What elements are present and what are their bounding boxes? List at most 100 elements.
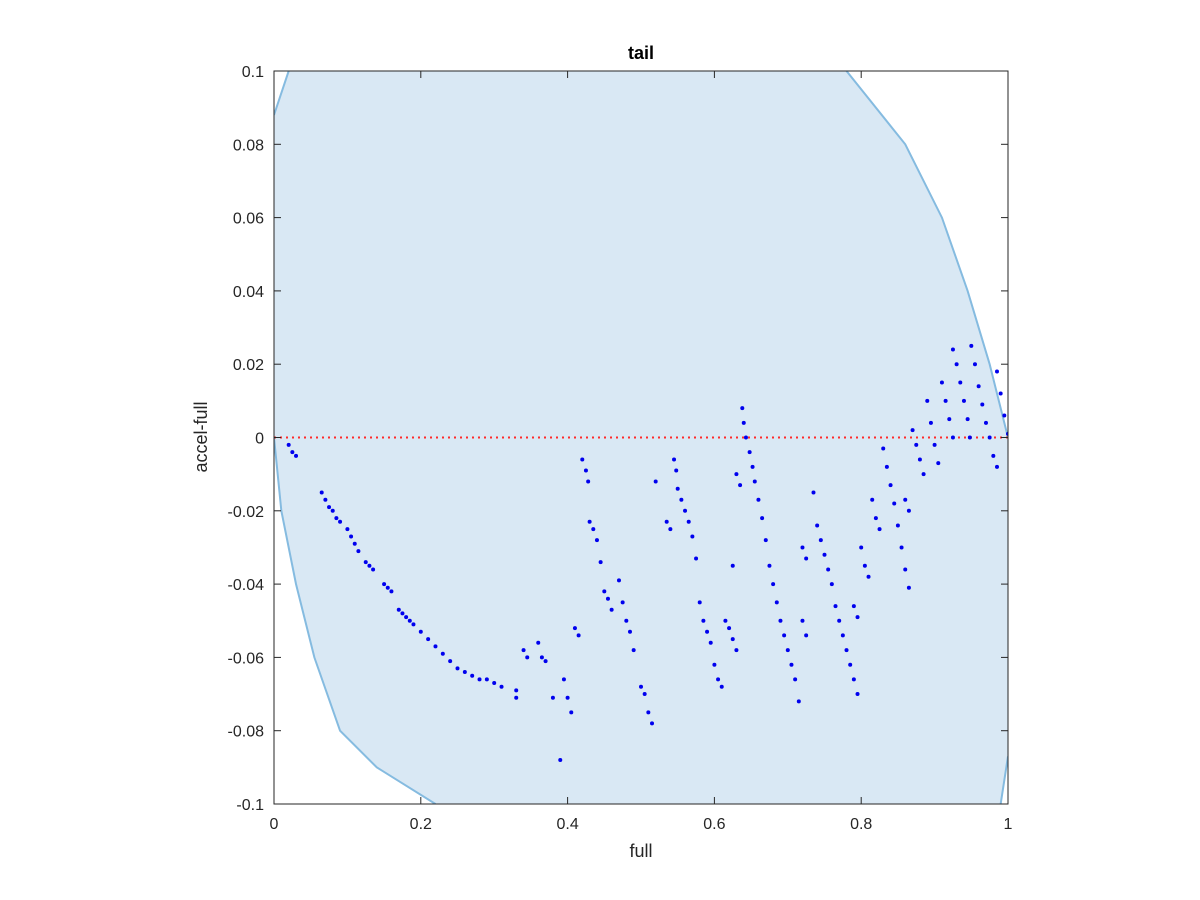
x-axis-ticks: 0 0.2 0.4 0.6 0.8 1 — [270, 71, 1013, 833]
data-point — [679, 497, 684, 502]
data-point — [811, 490, 816, 495]
data-point — [866, 574, 871, 579]
data-point — [804, 633, 809, 638]
data-point — [605, 596, 610, 601]
data-point — [774, 600, 779, 605]
data-point — [815, 523, 820, 528]
data-point — [586, 479, 591, 484]
data-point — [983, 420, 988, 425]
y-tick-label: 0.08 — [233, 137, 264, 154]
data-point — [616, 578, 621, 583]
data-point — [994, 369, 999, 374]
data-point — [653, 479, 658, 484]
region-edge-top-left — [274, 71, 290, 116]
data-point — [833, 604, 838, 609]
data-point — [848, 662, 853, 667]
data-point — [910, 428, 915, 433]
y-tick-label: 0 — [255, 431, 264, 448]
data-point — [462, 670, 467, 675]
data-point — [627, 629, 632, 634]
data-point — [382, 582, 387, 587]
data-point — [525, 655, 530, 660]
data-point — [536, 640, 541, 645]
data-point — [631, 648, 636, 653]
x-tick-label: 0 — [270, 816, 279, 833]
chart-title: tail — [628, 43, 654, 63]
data-point — [400, 611, 405, 616]
data-point — [455, 666, 460, 671]
data-point — [664, 519, 669, 524]
data-point — [903, 497, 908, 502]
data-point — [743, 435, 748, 440]
data-point — [727, 626, 732, 631]
data-point — [943, 398, 948, 403]
data-point — [734, 472, 739, 477]
data-point — [338, 519, 343, 524]
data-point — [624, 618, 629, 623]
data-point — [800, 618, 805, 623]
data-point — [418, 629, 423, 634]
data-point — [844, 648, 849, 653]
data-point — [675, 486, 680, 491]
data-point — [646, 710, 651, 715]
data-point — [349, 534, 354, 539]
data-point — [998, 391, 1003, 396]
data-point — [587, 519, 592, 524]
data-point — [965, 417, 970, 422]
data-point — [785, 648, 790, 653]
data-point — [958, 380, 963, 385]
data-point — [738, 483, 743, 488]
data-point — [620, 600, 625, 605]
data-point — [906, 585, 911, 590]
data-point — [286, 442, 291, 447]
data-point — [411, 622, 416, 627]
y-tick-label: 0.06 — [233, 211, 264, 228]
data-point — [514, 695, 519, 700]
x-tick-label: 0.6 — [703, 816, 725, 833]
data-point — [594, 538, 599, 543]
data-point — [939, 380, 944, 385]
data-point — [558, 758, 563, 763]
data-point — [862, 563, 867, 568]
data-point — [917, 457, 922, 462]
data-point — [778, 618, 783, 623]
y-tick-label: 0.04 — [233, 284, 264, 301]
y-axis-label: accel-full — [191, 401, 211, 472]
data-point — [404, 615, 409, 620]
data-point — [345, 527, 350, 532]
data-point — [609, 607, 614, 612]
data-point — [668, 527, 673, 532]
data-point — [719, 684, 724, 689]
data-point — [892, 501, 897, 506]
data-point — [976, 384, 981, 389]
data-point — [371, 567, 376, 572]
data-point — [591, 527, 596, 532]
region-edge-top-right — [845, 71, 1008, 438]
data-point — [950, 347, 955, 352]
data-point — [1002, 413, 1007, 418]
data-point — [543, 659, 548, 664]
data-point — [598, 560, 603, 565]
data-point — [580, 457, 585, 462]
data-point — [855, 615, 860, 620]
data-point — [793, 677, 798, 682]
data-point — [440, 651, 445, 656]
data-point — [837, 618, 842, 623]
y-tick-label: -0.06 — [228, 650, 265, 667]
data-point — [903, 567, 908, 572]
data-point — [961, 398, 966, 403]
data-point — [859, 545, 864, 550]
data-point — [760, 516, 765, 521]
data-point — [389, 589, 394, 594]
data-point — [514, 688, 519, 693]
y-tick-label: 0.1 — [242, 64, 264, 81]
data-point — [914, 442, 919, 447]
x-tick-label: 1 — [1004, 816, 1013, 833]
data-point — [576, 633, 581, 638]
data-point — [804, 556, 809, 561]
data-point — [385, 585, 390, 590]
data-point — [967, 435, 972, 440]
data-point — [782, 633, 787, 638]
data-point — [499, 684, 504, 689]
